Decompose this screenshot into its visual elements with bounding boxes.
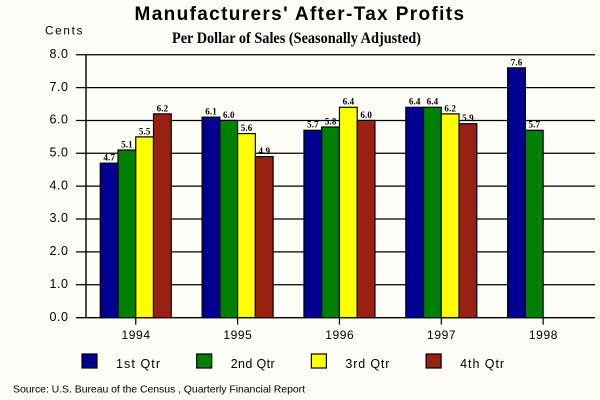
svg-text:6.4: 6.4 (409, 97, 421, 107)
svg-text:5.6: 5.6 (241, 123, 253, 133)
svg-text:6.0: 6.0 (223, 110, 235, 120)
svg-text:6.0: 6.0 (50, 113, 69, 127)
svg-text:6.4: 6.4 (427, 97, 439, 107)
svg-text:1.0: 1.0 (50, 277, 69, 291)
svg-text:Cents: Cents (45, 25, 83, 38)
svg-text:5.9: 5.9 (462, 113, 474, 123)
svg-text:6.4: 6.4 (343, 97, 355, 107)
svg-text:1995: 1995 (223, 328, 252, 342)
svg-text:1st Qtr: 1st Qtr (116, 357, 160, 371)
svg-text:6.2: 6.2 (157, 103, 169, 113)
svg-text:Per Dollar of Sales (Seasonall: Per Dollar of Sales (Seasonally Adjusted… (172, 29, 421, 47)
svg-text:3.0: 3.0 (50, 211, 69, 225)
svg-text:Manufacturers' After-Tax Profi: Manufacturers' After-Tax Profits (135, 4, 465, 25)
svg-text:6.2: 6.2 (444, 103, 456, 113)
svg-text:6.1: 6.1 (205, 107, 217, 117)
svg-text:2.0: 2.0 (50, 244, 69, 258)
svg-text:7.0: 7.0 (50, 80, 69, 94)
svg-text:7.6: 7.6 (511, 57, 523, 67)
svg-text:Source: U.S. Bureau of the Cen: Source: U.S. Bureau of the Census , Quar… (13, 384, 305, 396)
svg-text:4.9: 4.9 (258, 146, 270, 156)
svg-text:6.0: 6.0 (360, 110, 372, 120)
svg-text:0.0: 0.0 (50, 310, 69, 324)
svg-text:5.5: 5.5 (139, 126, 151, 136)
svg-text:4.7: 4.7 (103, 153, 115, 163)
svg-text:5.7: 5.7 (529, 120, 541, 130)
svg-text:5.7: 5.7 (307, 120, 319, 130)
svg-text:4.0: 4.0 (50, 178, 69, 192)
svg-text:1998: 1998 (529, 328, 558, 342)
svg-text:4th Qtr: 4th Qtr (460, 357, 504, 371)
svg-text:1997: 1997 (427, 328, 456, 342)
svg-text:2nd Qtr: 2nd Qtr (231, 357, 275, 371)
svg-text:5.1: 5.1 (121, 139, 133, 149)
svg-text:5.8: 5.8 (325, 116, 337, 126)
svg-text:8.0: 8.0 (50, 47, 69, 61)
svg-text:1994: 1994 (122, 328, 151, 342)
svg-text:1996: 1996 (325, 328, 354, 342)
svg-text:3rd Qtr: 3rd Qtr (345, 357, 389, 371)
svg-text:5.0: 5.0 (50, 146, 69, 160)
